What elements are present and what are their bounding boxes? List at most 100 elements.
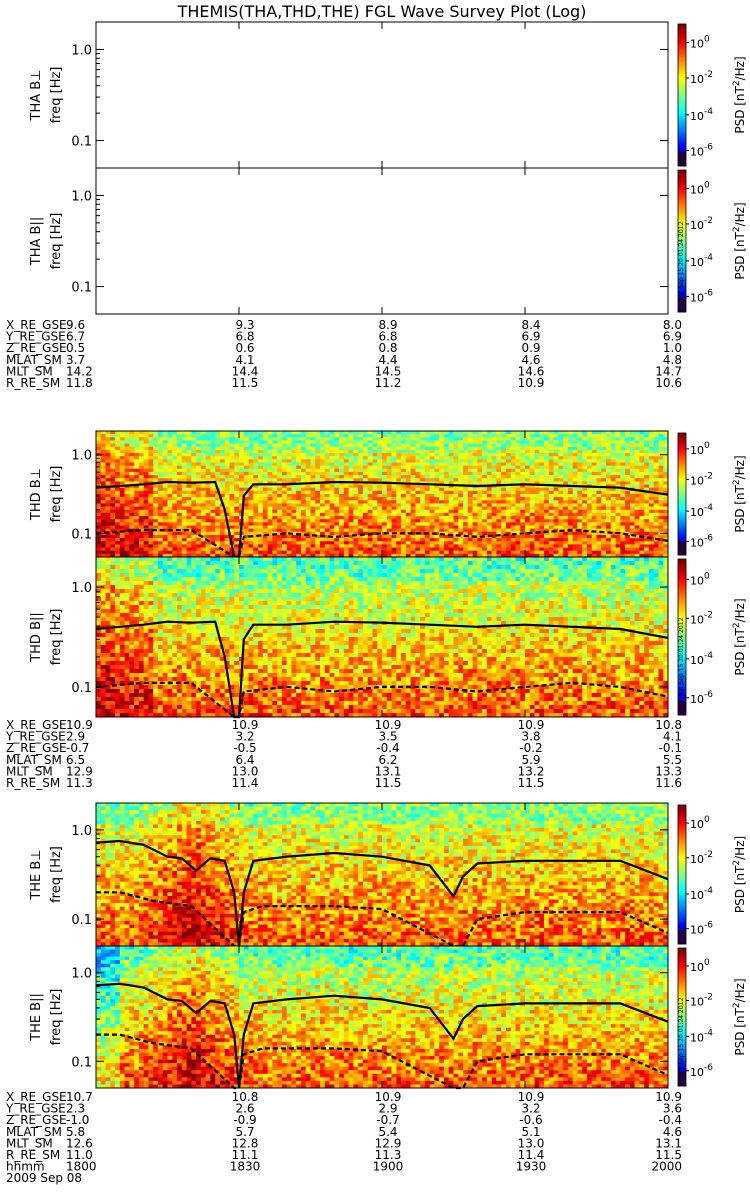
heatmap-cell (544, 497, 549, 500)
heatmap-cell (163, 485, 168, 488)
heatmap-cell (377, 463, 382, 466)
heatmap-cell (558, 532, 563, 535)
heatmap-cell (134, 466, 139, 469)
heatmap-cell (549, 475, 554, 478)
heatmap-cell (496, 469, 501, 472)
heatmap-cell (358, 541, 363, 544)
heatmap-cell (639, 475, 644, 478)
heatmap-cell (430, 519, 435, 522)
heatmap-cell (463, 510, 468, 513)
heatmap-cell (210, 500, 215, 503)
heatmap-cell (220, 472, 225, 475)
heatmap-cell (415, 507, 420, 510)
heatmap-cell (349, 459, 354, 462)
heatmap-cell (377, 510, 382, 513)
heatmap-cell (96, 538, 101, 541)
heatmap-cell (172, 491, 177, 494)
heatmap-cell (382, 507, 387, 510)
heatmap-cell (368, 526, 373, 529)
heatmap-cell (229, 513, 234, 516)
heatmap-cell (396, 485, 401, 488)
heatmap-cell (382, 469, 387, 472)
heatmap-cell (344, 513, 349, 516)
heatmap-cell (291, 478, 296, 481)
heatmap-cell (568, 491, 573, 494)
heatmap-cell (334, 456, 339, 459)
heatmap-cell (554, 522, 559, 525)
heatmap-cell (511, 522, 516, 525)
heatmap-cell (606, 440, 611, 443)
heatmap-cell (625, 494, 630, 497)
heatmap-cell (210, 447, 215, 450)
heatmap-cell (168, 532, 173, 535)
heatmap-cell (172, 548, 177, 551)
heatmap-cell (530, 494, 535, 497)
heatmap-cell (573, 453, 578, 456)
heatmap-cell (168, 444, 173, 447)
heatmap-cell (387, 497, 392, 500)
heatmap-cell (291, 434, 296, 437)
heatmap-cell (330, 544, 335, 547)
heatmap-cell (568, 503, 573, 506)
heatmap-cell (291, 488, 296, 491)
heatmap-cell (425, 469, 430, 472)
heatmap-cell (530, 450, 535, 453)
heatmap-cell (639, 551, 644, 554)
heatmap-cell (539, 450, 544, 453)
heatmap-cell (296, 535, 301, 538)
heatmap-cell (368, 437, 373, 440)
heatmap-cell (191, 541, 196, 544)
heatmap-cell (487, 444, 492, 447)
heatmap-cell (434, 472, 439, 475)
heatmap-cell (115, 475, 120, 478)
heatmap-cell (597, 491, 602, 494)
heatmap-cell (258, 453, 263, 456)
heatmap-cell (620, 526, 625, 529)
heatmap-cell (272, 497, 277, 500)
heatmap-cell (306, 440, 311, 443)
heatmap-cell (268, 544, 273, 547)
heatmap-cell (454, 437, 459, 440)
heatmap-cell (196, 491, 201, 494)
heatmap-cell (473, 541, 478, 544)
heatmap-cell (106, 526, 111, 529)
heatmap-cell (439, 456, 444, 459)
heatmap-cell (315, 434, 320, 437)
heatmap-cell (258, 516, 263, 519)
heatmap-cell (330, 548, 335, 551)
heatmap-cell (368, 548, 373, 551)
heatmap-cell (544, 500, 549, 503)
heatmap-cell (401, 437, 406, 440)
heatmap-cell (101, 440, 106, 443)
heatmap-cell (377, 519, 382, 522)
heatmap-cell (158, 463, 163, 466)
heatmap-cell (601, 478, 606, 481)
heatmap-cell (439, 497, 444, 500)
heatmap-cell (454, 516, 459, 519)
heatmap-cell (606, 475, 611, 478)
heatmap-cell (353, 472, 358, 475)
heatmap-cell (406, 434, 411, 437)
heatmap-cell (368, 469, 373, 472)
heatmap-cell (315, 526, 320, 529)
heatmap-cell (473, 472, 478, 475)
heatmap-cell (353, 494, 358, 497)
heatmap-cell (368, 472, 373, 475)
heatmap-cell (296, 488, 301, 491)
heatmap-cell (506, 494, 511, 497)
heatmap-cell (287, 513, 292, 516)
heatmap-cell (482, 557, 487, 561)
heatmap-cell (544, 472, 549, 475)
heatmap-cell (129, 557, 134, 561)
heatmap-cell (506, 548, 511, 551)
heatmap-cell (144, 434, 149, 437)
heatmap-cell (272, 478, 277, 481)
heatmap-cell (315, 541, 320, 544)
heatmap-cell (463, 522, 468, 525)
heatmap-cell (268, 459, 273, 462)
heatmap-cell (396, 447, 401, 450)
heatmap-cell (563, 522, 568, 525)
heatmap-cell (573, 544, 578, 547)
heatmap-cell (172, 488, 177, 491)
